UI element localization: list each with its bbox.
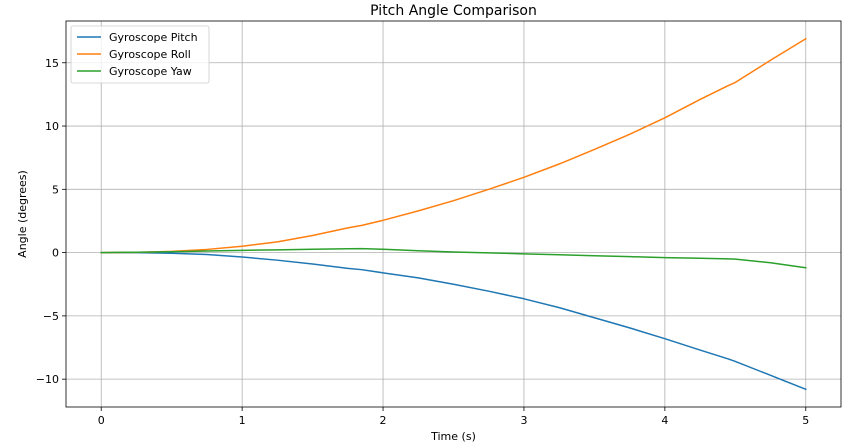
series-line-gyroscope-pitch xyxy=(100,251,807,391)
legend-label-gyroscope-roll: Gyroscope Roll xyxy=(109,48,191,61)
x-tick-label: 4 xyxy=(661,414,668,427)
x-tick-label: 1 xyxy=(239,414,246,427)
y-tick-label: 5 xyxy=(52,183,59,196)
x-tick-label: 0 xyxy=(98,414,105,427)
y-axis-label: Angle (degrees) xyxy=(16,170,29,258)
x-tick-label: 5 xyxy=(802,414,809,427)
chart-title: Pitch Angle Comparison xyxy=(370,3,537,19)
series-line-gyroscope-yaw xyxy=(100,247,807,269)
y-tick-label: −5 xyxy=(43,310,59,323)
x-axis-ticks: 0 1 2 3 4 5 xyxy=(98,407,809,427)
legend-label-gyroscope-pitch: Gyroscope Pitch xyxy=(109,31,198,44)
x-tick-label: 3 xyxy=(520,414,527,427)
legend-label-gyroscope-yaw: Gyroscope Yaw xyxy=(109,65,192,78)
y-axis-ticks: −10 −5 0 5 10 15 xyxy=(36,57,66,386)
x-tick-label: 2 xyxy=(380,414,387,427)
y-tick-label: 10 xyxy=(45,120,59,133)
series-line-gyroscope-roll xyxy=(100,37,807,254)
y-tick-label: 0 xyxy=(52,247,59,260)
series-lines xyxy=(100,37,807,391)
y-tick-label: −10 xyxy=(36,373,59,386)
legend: Gyroscope Pitch Gyroscope Roll Gyroscope Y… xyxy=(70,25,210,84)
plot-area-frame xyxy=(65,20,842,408)
legend-frame xyxy=(70,25,210,84)
x-axis-label: Time (s) xyxy=(430,430,476,443)
y-tick-label: 15 xyxy=(45,57,59,70)
